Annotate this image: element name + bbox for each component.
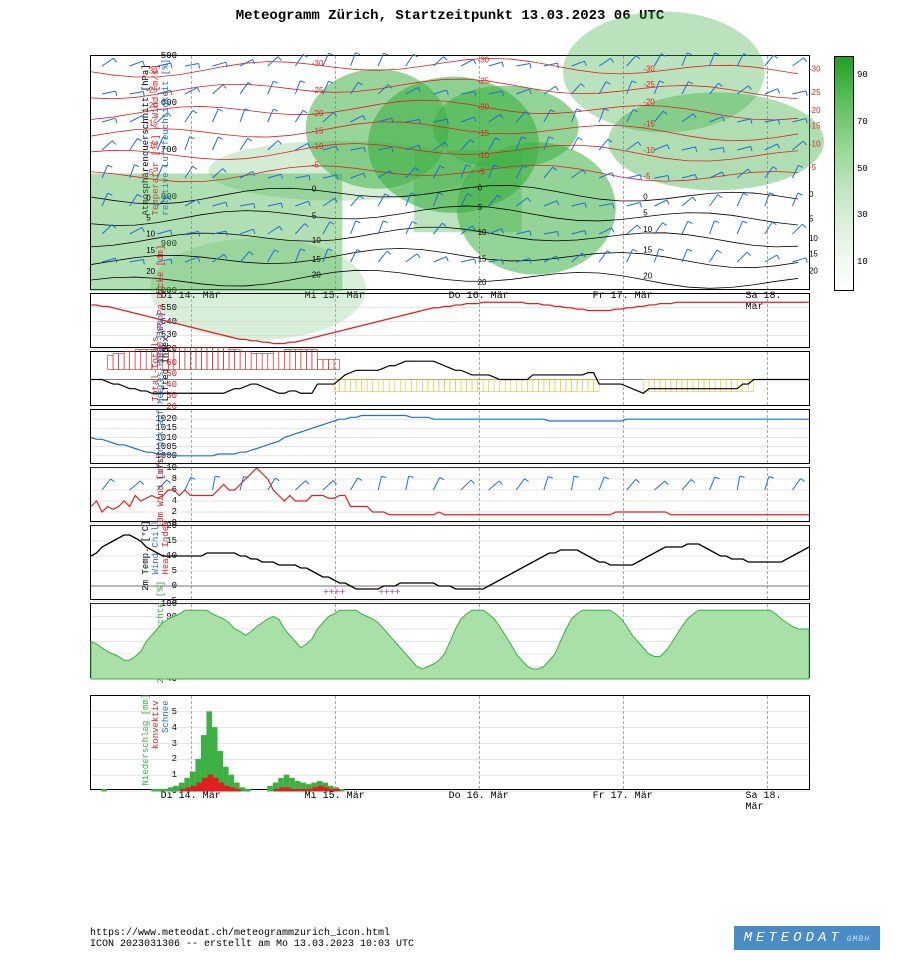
svg-text:-5: -5 — [146, 168, 154, 177]
footer-run: ICON 2023031306 -- erstellt am Mo 13.03.… — [90, 939, 414, 950]
panel-totals-lifted: Total-TotalsLifted Index2030405060 — [90, 351, 810, 406]
svg-text:0: 0 — [146, 193, 151, 202]
svg-text:15: 15 — [809, 250, 818, 259]
svg-text:-10: -10 — [478, 151, 490, 160]
svg-text:10: 10 — [643, 225, 652, 234]
chart-title: Meteogramm Zürich, Startzeitpunkt 13.03.… — [0, 0, 900, 24]
svg-text:-30: -30 — [146, 67, 158, 76]
svg-text:-5: -5 — [312, 160, 320, 169]
svg-text:20: 20 — [478, 278, 487, 287]
svg-text:15: 15 — [146, 246, 155, 255]
svg-text:-10: -10 — [312, 142, 324, 151]
svg-text:-5: -5 — [643, 172, 651, 181]
svg-text:20: 20 — [809, 267, 818, 276]
svg-text:0: 0 — [643, 193, 648, 202]
svg-text:0: 0 — [312, 184, 317, 193]
svg-text:+: + — [340, 587, 346, 598]
panel-precip: 012345Niederschlag [mm]konvektivSchneeDi… — [90, 695, 810, 790]
panel-pressure: 10001005101010151020Luftdruck auf Meeres… — [90, 409, 810, 464]
svg-text:5: 5 — [312, 211, 317, 220]
svg-text:-25: -25 — [312, 86, 324, 95]
svg-text:0: 0 — [809, 190, 814, 199]
svg-text:-20: -20 — [809, 106, 821, 115]
svg-text:-30: -30 — [478, 55, 490, 64]
svg-text:-5: -5 — [478, 168, 486, 177]
svg-text:20: 20 — [643, 271, 652, 280]
svg-text:-25: -25 — [146, 85, 158, 94]
svg-text:-30: -30 — [312, 59, 324, 68]
panel-thickness: 5205305405501000-500hPa Dicke [dm] — [90, 293, 810, 348]
footer: https://www.meteodat.ch/meteogrammzurich… — [90, 926, 880, 950]
svg-text:-20: -20 — [312, 109, 324, 118]
svg-text:10: 10 — [146, 229, 155, 238]
svg-text:10: 10 — [478, 228, 487, 237]
svg-text:10: 10 — [312, 236, 321, 245]
svg-text:10: 10 — [809, 234, 818, 243]
footer-url: https://www.meteodat.ch/meteogrammzurich… — [90, 928, 414, 939]
svg-text:-25: -25 — [643, 80, 655, 89]
svg-text:20: 20 — [312, 271, 321, 280]
svg-text:-5: -5 — [809, 163, 817, 172]
svg-text:5: 5 — [643, 209, 648, 218]
svg-text:-15: -15 — [478, 129, 490, 138]
svg-text:15: 15 — [478, 255, 487, 264]
panel-cross-section: 5006007008009001000Atmosphärenquerschnit… — [90, 55, 810, 290]
logo: METEODATGMBH — [734, 926, 880, 950]
svg-text:-20: -20 — [478, 103, 490, 112]
panel-10m-wind: 024681010m Wind [m/s] — [90, 467, 810, 522]
svg-text:-15: -15 — [809, 121, 821, 130]
svg-text:-15: -15 — [312, 127, 324, 136]
svg-text:-15: -15 — [146, 118, 158, 127]
svg-text:-20: -20 — [643, 97, 655, 106]
svg-text:20: 20 — [146, 267, 155, 276]
svg-text:-15: -15 — [643, 120, 655, 129]
svg-text:5: 5 — [146, 214, 151, 223]
svg-text:-10: -10 — [809, 139, 821, 148]
svg-text:15: 15 — [312, 255, 321, 264]
svg-text:5: 5 — [478, 203, 483, 212]
svg-text:-20: -20 — [146, 101, 158, 110]
panel-2m-temp: -5051015202m Temp. [°C]Wind ChillHeat In… — [90, 525, 810, 600]
svg-text:-30: -30 — [643, 65, 655, 74]
svg-text:-25: -25 — [478, 77, 490, 86]
svg-text:-10: -10 — [643, 146, 655, 155]
svg-text:0: 0 — [478, 183, 483, 192]
svg-text:5: 5 — [809, 215, 814, 224]
panel-2m-humidity: 4050607080901002m rel. Feuchte [%] — [90, 603, 810, 678]
svg-text:-30: -30 — [809, 64, 821, 73]
svg-text:+: + — [395, 587, 401, 598]
meteogram-page: Meteogramm Zürich, Startzeitpunkt 13.03.… — [0, 0, 900, 960]
svg-text:-25: -25 — [809, 88, 821, 97]
svg-text:-10: -10 — [146, 141, 158, 150]
svg-text:15: 15 — [643, 246, 652, 255]
